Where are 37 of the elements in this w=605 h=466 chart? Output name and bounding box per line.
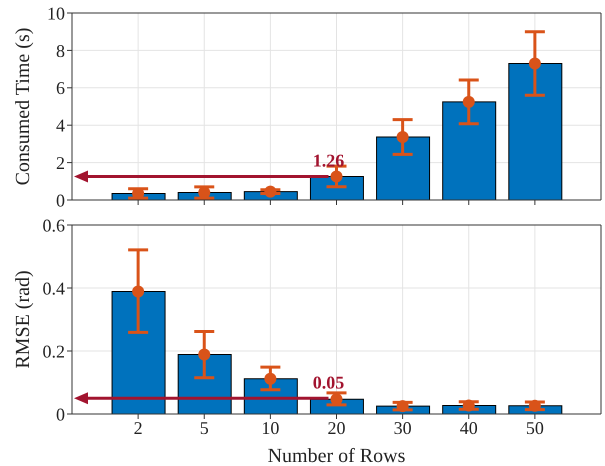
annotation: 1.26: [312, 150, 344, 170]
annotation: 0.05: [312, 372, 344, 392]
point: [462, 399, 475, 412]
point: [528, 57, 541, 70]
bar: [112, 290, 166, 414]
point: [528, 400, 541, 412]
point: [132, 285, 144, 298]
bar: [442, 101, 496, 200]
x-tick-label: 10: [261, 418, 280, 438]
x-tick-label: 30: [394, 418, 412, 438]
y-tick-label: 0: [56, 404, 65, 424]
x-tick-label: 5: [200, 418, 209, 438]
bar: [376, 136, 430, 200]
y-tick-label: 0.6: [42, 215, 65, 236]
y-tick-label: 8: [56, 40, 65, 61]
y-tick-label: 0.2: [42, 341, 65, 362]
y-tick-label: 4: [56, 116, 65, 136]
y-axis-title: Consumed Time (s): [12, 28, 34, 186]
x-tick-label: 2: [134, 418, 143, 438]
point: [264, 372, 276, 385]
bar: [508, 62, 562, 200]
y-axis-title: RMSE (rad): [12, 270, 34, 369]
point: [264, 186, 276, 198]
y-tick-label: 2: [56, 152, 65, 173]
x-axis-title: Number of Rows: [268, 445, 406, 466]
point: [330, 170, 342, 182]
point: [396, 400, 409, 412]
y-tick-label: 6: [56, 78, 65, 98]
x-tick-label: 40: [460, 418, 478, 438]
y-tick-label: 0: [56, 190, 65, 210]
y-tick-label: 0.4: [42, 278, 65, 298]
point: [396, 130, 409, 143]
x-tick-label: 50: [526, 418, 544, 438]
point: [462, 96, 475, 108]
y-tick-label: 10: [47, 3, 65, 24]
x-tick-label: 20: [328, 418, 346, 438]
point: [198, 348, 210, 360]
